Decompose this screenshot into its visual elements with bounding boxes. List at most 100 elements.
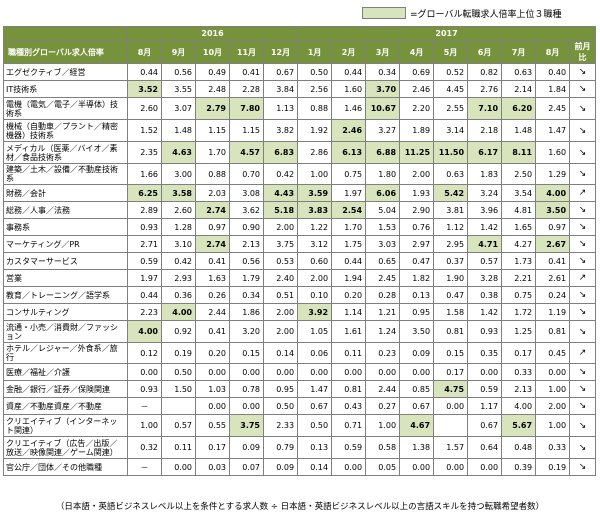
ratio-cell: 2.45 xyxy=(535,97,571,120)
ratio-cell: 3.10 xyxy=(161,235,196,253)
ratio-cell: 3.58 xyxy=(161,184,196,202)
row-category: マーケティング／PR xyxy=(3,235,128,253)
ratio-cell: 1.17 xyxy=(467,397,503,415)
ratio-cell: 2.44 xyxy=(195,303,230,321)
ratio-cell: 4.57 xyxy=(229,141,264,164)
ratio-cell: 0.20 xyxy=(331,286,367,304)
ratio-cell: 0.95 xyxy=(262,380,299,398)
ratio-cell: 0.63 xyxy=(433,163,469,185)
ratio-cell: 1.94 xyxy=(331,269,367,287)
table-row: コンサルティング 2.23 4.00 2.44 1.86 2.00 3.92 1.14 1.21… xyxy=(3,303,597,321)
ratio-cell: 0.55 xyxy=(195,414,230,437)
table-row: 官公庁／団体／その他職種－ 0.00 0.03 0.07 0.09 0.14 0.00 0.0… xyxy=(3,458,597,476)
ratio-cell: 1.73 xyxy=(501,252,537,270)
ratio-cell: 0.00 xyxy=(161,458,196,476)
ratio-cell: 3.28 xyxy=(467,269,503,287)
ratio-cell: 0.88 xyxy=(195,163,230,185)
ratio-cell: 0.81 xyxy=(433,320,469,343)
column-header: 2月 xyxy=(331,40,367,64)
ratio-cell: 2.18 xyxy=(467,119,503,142)
ratio-cell: 0.00 xyxy=(467,363,503,381)
trend-down-icon: ↘ xyxy=(569,363,597,381)
ratio-cell: 0.92 xyxy=(161,320,196,343)
ratio-cell: 2.28 xyxy=(229,80,264,98)
ratio-cell: 2.14 xyxy=(501,80,537,98)
ratio-cell: 0.00 xyxy=(331,363,367,381)
ratio-cell: 0.81 xyxy=(331,380,367,398)
ratio-cell: 2.74 xyxy=(195,201,230,219)
ratio-cell: 2.20 xyxy=(399,97,435,120)
ratio-cell: 0.64 xyxy=(467,436,503,459)
ratio-cell: 0.50 xyxy=(297,414,333,437)
column-header: 9月 xyxy=(161,40,196,64)
ratio-cell: 0.00 xyxy=(195,397,230,415)
trend-down-icon: ↘ xyxy=(569,97,597,120)
table-row: 機械（自動車／プラント／精密機器）技術系 1.52 1.48 1.15 1.15 3.82… xyxy=(3,119,597,142)
ratio-cell: 2.00 xyxy=(262,320,299,343)
ratio-cell: 0.05 xyxy=(365,458,401,476)
ratio-cell: 6.83 xyxy=(262,141,299,164)
row-category: クリエイティブ（広告／出版／放送／映像関連／ゲーム関連） xyxy=(3,436,128,459)
ratio-cell: 2.55 xyxy=(433,97,469,120)
ratio-cell: 0.32 xyxy=(127,436,162,459)
ratio-cell: 2.61 xyxy=(535,269,571,287)
ratio-cell: 1.70 xyxy=(195,141,230,164)
legend-label: =グローバル転職求人倍率上位３職種 xyxy=(410,9,562,20)
column-header: 10月 xyxy=(195,40,230,64)
ratio-cell: 1.89 xyxy=(399,119,435,142)
row-category: 流通・小売／消費財／ファッション xyxy=(3,320,128,343)
table-row: 総務／人事／法務 2.89 2.60 2.74 3.62 5.18 3.83 2.54 5.04… xyxy=(3,201,597,219)
ratio-cell: 4.00 xyxy=(127,320,162,343)
ratio-cell: 5.42 xyxy=(433,184,469,202)
ratio-cell: 3.20 xyxy=(229,320,264,343)
ratio-cell: 1.50 xyxy=(161,380,196,398)
row-category: エグゼクティブ／経営 xyxy=(3,63,128,81)
column-header: 4月 xyxy=(399,40,435,64)
ratio-cell: 0.44 xyxy=(127,286,162,304)
ratio-cell: 3.24 xyxy=(467,184,503,202)
ratio-cell: 0.47 xyxy=(433,286,469,304)
ratio-cell: 0.70 xyxy=(229,163,264,185)
ratio-cell: 1.25 xyxy=(501,320,537,343)
ratio-cell: 4.27 xyxy=(501,235,537,253)
ratio-cell: 2.54 xyxy=(331,201,367,219)
ratio-cell: 0.75 xyxy=(501,286,537,304)
ratio-cell: 4.00 xyxy=(161,303,196,321)
ratio-cell: 1.86 xyxy=(229,303,264,321)
ratio-cell: 5.67 xyxy=(501,414,537,437)
ratio-cell: 3.50 xyxy=(399,320,435,343)
ratio-cell: 0.00 xyxy=(535,363,571,381)
column-header: 1月 xyxy=(297,40,333,64)
table-row: カスタマーサービス 0.59 0.42 0.41 0.56 0.53 0.60 0.44 0.6… xyxy=(3,252,597,270)
ratio-cell: 0.90 xyxy=(229,218,264,236)
row-category: 金融／銀行／証券／保険関連 xyxy=(3,380,128,398)
ratio-cell: 6.13 xyxy=(331,141,367,164)
column-header: 11月 xyxy=(229,40,264,64)
ratio-cell: 1.12 xyxy=(433,218,469,236)
trend-up-icon: ↗ xyxy=(569,184,597,202)
ratio-cell: 2.46 xyxy=(399,80,435,98)
ratio-cell: 2.00 xyxy=(297,269,333,287)
ratio-cell: 0.93 xyxy=(127,218,162,236)
ratio-cell: 0.67 xyxy=(262,63,299,81)
ratio-cell: － xyxy=(127,397,162,415)
row-category: 官公庁／団体／その他職種 xyxy=(3,458,128,476)
ratio-cell: 1.83 xyxy=(467,163,503,185)
trend-up-icon: ↗ xyxy=(569,269,597,287)
year-2016: 2016 xyxy=(126,26,299,41)
footnote: （日本語・英語ビジネスレベル以上を条件とする求人数 ÷ 日本語・英語ビジネスレベ… xyxy=(55,502,545,512)
ratio-cell: 3.62 xyxy=(229,201,264,219)
column-header-category: 職種別グローバル求人倍率 xyxy=(3,40,128,64)
ratio-cell: 3.14 xyxy=(433,119,469,142)
year-2017: 2017 xyxy=(297,26,597,41)
ratio-cell: 2.40 xyxy=(262,269,299,287)
ratio-cell: 2.60 xyxy=(127,97,162,120)
ratio-cell: 0.41 xyxy=(535,252,571,270)
ratio-cell: 2.35 xyxy=(127,141,162,164)
ratio-cell: 1.84 xyxy=(535,80,571,98)
ratio-cell: 0.60 xyxy=(297,252,333,270)
ratio-cell: 0.47 xyxy=(399,252,435,270)
ratio-cell: 0.27 xyxy=(365,397,401,415)
ratio-cell xyxy=(161,397,196,415)
ratio-cell: 1.15 xyxy=(195,119,230,142)
